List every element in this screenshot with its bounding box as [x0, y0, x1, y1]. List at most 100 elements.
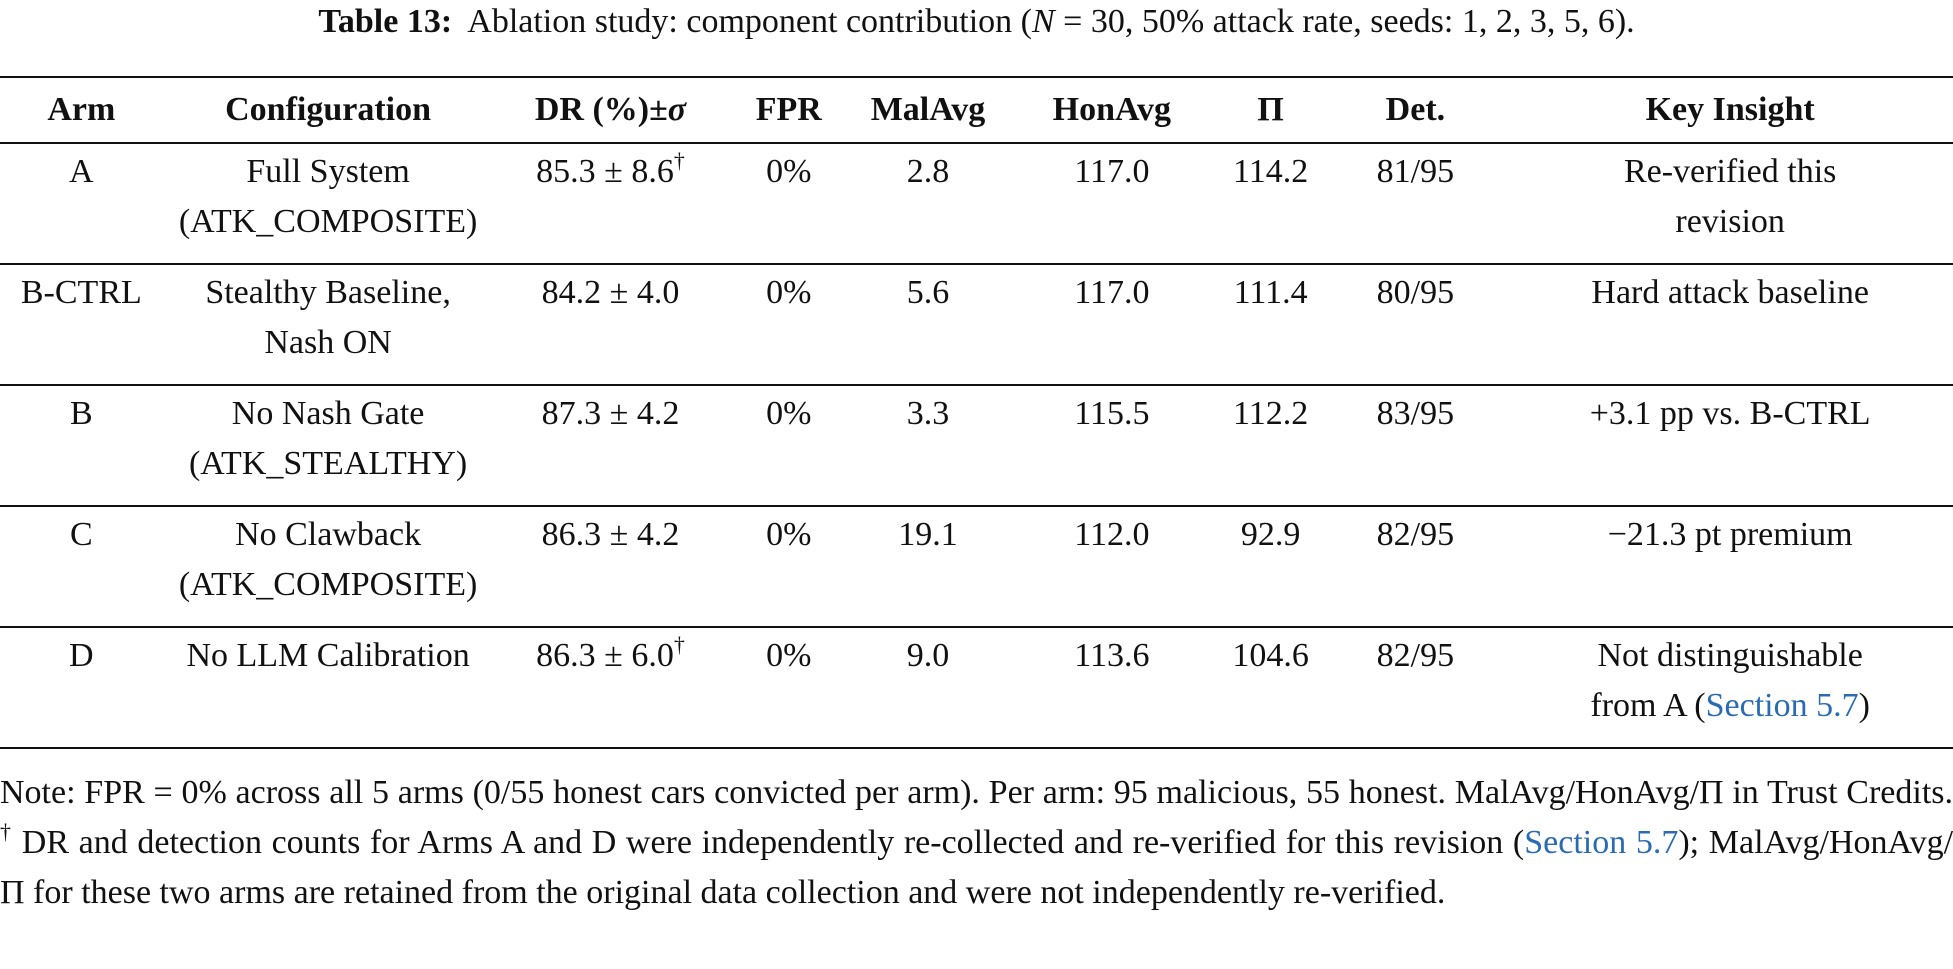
cell-configuration: No Nash Gate (ATK_STEALTHY) [163, 385, 494, 506]
fpr-value: 0% [766, 153, 812, 190]
cell-key-insight: +3.1 pp vs. B-CTRL [1507, 385, 1953, 506]
arm-label: D [69, 637, 94, 674]
honavg-value: 112.0 [1074, 516, 1150, 553]
configuration-line2: Nash ON [264, 324, 392, 361]
det-value: 82/95 [1376, 637, 1455, 674]
pi-value: 92.9 [1240, 516, 1301, 553]
header-dr-sigma: σ [667, 91, 687, 128]
malavg-value: 3.3 [906, 395, 950, 432]
cell-det: 82/95 [1324, 627, 1508, 748]
malavg-value: 2.8 [906, 153, 950, 190]
note-text-2: DR and detection counts for Arms A and D… [12, 824, 1525, 861]
cell-arm: B-CTRL [0, 264, 163, 385]
honavg-value: 113.6 [1074, 637, 1150, 674]
insight-line2: revision [1675, 203, 1785, 240]
cell-configuration: No Clawback (ATK_COMPOSITE) [163, 506, 494, 627]
cell-det: 82/95 [1324, 506, 1508, 627]
det-value: 80/95 [1376, 274, 1455, 311]
dr-value: 87.3 ± 4.2 [541, 395, 680, 432]
note-dagger: † [0, 819, 13, 844]
caption-label: Table 13: [318, 3, 453, 40]
malavg-value: 5.6 [906, 274, 950, 311]
fpr-value: 0% [766, 637, 812, 674]
cell-honavg: 117.0 [1006, 143, 1218, 264]
arm-label: C [69, 516, 93, 553]
arm-label: A [69, 153, 94, 190]
header-key-insight: Key Insight [1645, 91, 1815, 128]
cell-honavg: 115.5 [1006, 385, 1218, 506]
dr-value: 84.2 ± 4.0 [541, 274, 680, 311]
cell-configuration: Stealthy Baseline, Nash ON [163, 264, 494, 385]
table-row: D No LLM Calibration 86.3 ± 6.0† 0% 9.0 … [0, 627, 1953, 748]
cell-fpr: 0% [727, 506, 850, 627]
header-configuration: Configuration [225, 91, 432, 128]
caption-n-variable: N [1031, 3, 1055, 40]
cell-configuration: Full System (ATK_COMPOSITE) [163, 143, 494, 264]
table-row: B-CTRL Stealthy Baseline, Nash ON 84.2 ± … [0, 264, 1953, 385]
note-text-3: ); MalAvg/HonAvg/Π for these two arms ar… [0, 824, 1953, 911]
cell-key-insight: −21.3 pt premium [1507, 506, 1953, 627]
cell-fpr: 0% [727, 385, 850, 506]
pi-value: 111.4 [1233, 274, 1308, 311]
configuration-line1: No Clawback [235, 516, 422, 553]
section-link[interactable]: Section 5.7 [1705, 687, 1859, 724]
table-caption: Table 13: Ablation study: component cont… [0, 2, 1953, 42]
insight-line1: +3.1 pp vs. B-CTRL [1589, 395, 1871, 432]
table-row: C No Clawback (ATK_COMPOSITE) 86.3 ± 4.2 … [0, 506, 1953, 627]
configuration-line2: (ATK_COMPOSITE) [178, 203, 478, 240]
configuration-line1: Stealthy Baseline, [205, 274, 451, 311]
table-row: A Full System (ATK_COMPOSITE) 85.3 ± 8.6†… [0, 143, 1953, 264]
cell-malavg: 2.8 [850, 143, 1006, 264]
honavg-value: 117.0 [1074, 153, 1150, 190]
cell-dr: 86.3 ± 6.0† [494, 627, 728, 748]
header-honavg: HonAvg [1052, 91, 1172, 128]
cell-malavg: 9.0 [850, 627, 1006, 748]
header-pi: Π [1257, 91, 1284, 128]
dr-value: 86.3 ± 6.0 [536, 637, 674, 674]
cell-arm: D [0, 627, 163, 748]
configuration-line1: No LLM Calibration [186, 637, 470, 674]
insight-line2-post: ) [1858, 687, 1870, 724]
dr-value: 85.3 ± 8.6 [536, 153, 674, 190]
note-section-link[interactable]: Section 5.7 [1524, 824, 1679, 861]
arm-label: B-CTRL [20, 274, 142, 311]
cell-dr: 87.3 ± 4.2 [494, 385, 728, 506]
cell-honavg: 113.6 [1006, 627, 1218, 748]
insight-line2-pre: from A ( [1590, 687, 1706, 724]
cell-pi: 111.4 [1218, 264, 1324, 385]
cell-key-insight: Not distinguishable from A (Section 5.7) [1507, 627, 1953, 748]
malavg-value: 9.0 [906, 637, 950, 674]
header-det: Det. [1385, 91, 1446, 128]
cell-pi: 112.2 [1218, 385, 1324, 506]
cell-honavg: 112.0 [1006, 506, 1218, 627]
honavg-value: 117.0 [1074, 274, 1150, 311]
cell-det: 81/95 [1324, 143, 1508, 264]
configuration-line1: No Nash Gate [231, 395, 425, 432]
caption-text-post: = 30, 50% attack rate, seeds: 1, 2, 3, 5… [1054, 3, 1635, 40]
cell-key-insight: Hard attack baseline [1507, 264, 1953, 385]
ablation-table: Arm Configuration DR (%)±σ FPR MalAvg Ho… [0, 76, 1953, 749]
cell-key-insight: Re-verified this revision [1507, 143, 1953, 264]
arm-label: B [69, 395, 93, 432]
cell-fpr: 0% [727, 627, 850, 748]
cell-dr: 84.2 ± 4.0 [494, 264, 728, 385]
configuration-line1: Full System [246, 153, 410, 190]
insight-line1: −21.3 pt premium [1607, 516, 1853, 553]
caption-text-pre: Ablation study: component contribution ( [467, 3, 1032, 40]
insight-line1: Not distinguishable [1597, 637, 1863, 674]
cell-fpr: 0% [727, 264, 850, 385]
cell-det: 80/95 [1324, 264, 1508, 385]
table-note: Note: FPR = 0% across all 5 arms (0/55 h… [0, 768, 1953, 918]
header-row: Arm Configuration DR (%)±σ FPR MalAvg Ho… [0, 77, 1953, 143]
malavg-value: 19.1 [898, 516, 958, 553]
cell-arm: B [0, 385, 163, 506]
insight-line1: Hard attack baseline [1591, 274, 1869, 311]
header-fpr: FPR [755, 91, 822, 128]
cell-pi: 104.6 [1218, 627, 1324, 748]
dagger-mark: † [673, 632, 685, 657]
pi-value: 114.2 [1232, 153, 1309, 190]
pi-value: 112.2 [1232, 395, 1309, 432]
cell-malavg: 5.6 [850, 264, 1006, 385]
header-malavg: MalAvg [870, 91, 986, 128]
table-row: B No Nash Gate (ATK_STEALTHY) 87.3 ± 4.2 … [0, 385, 1953, 506]
